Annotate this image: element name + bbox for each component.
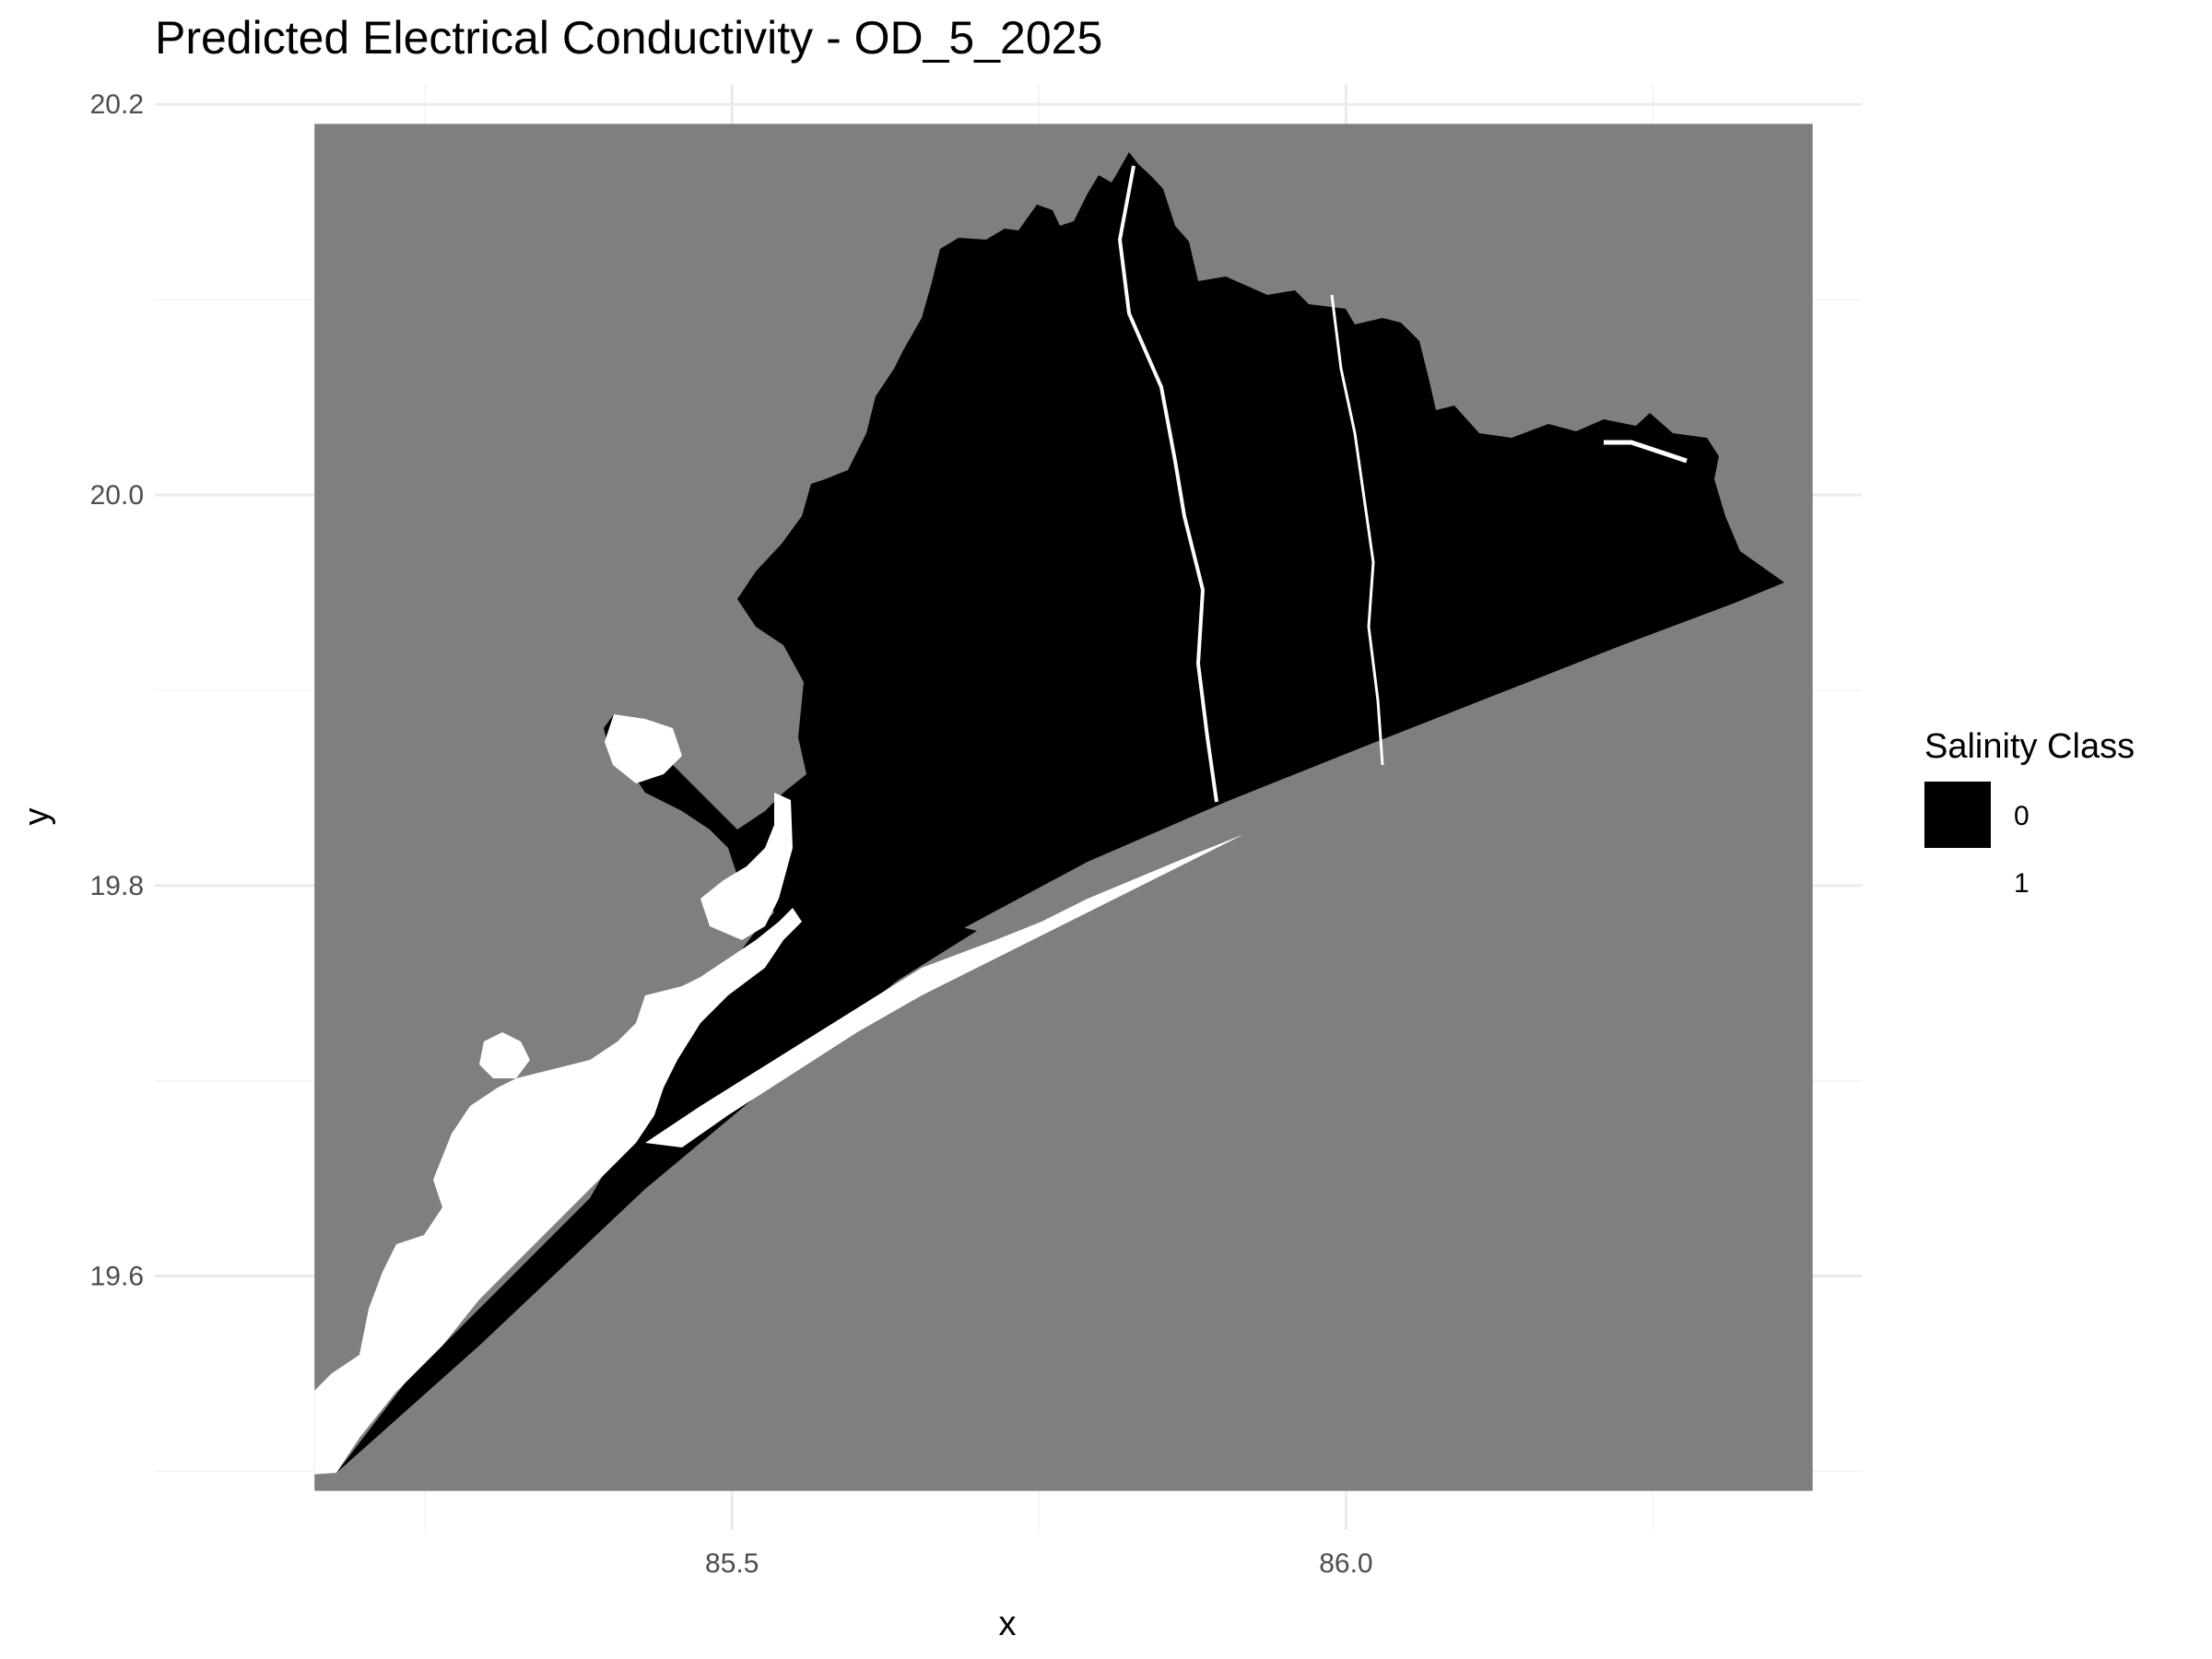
legend-key-1: [1924, 850, 1991, 916]
southwest-island-class-0: [276, 1235, 309, 1290]
y-axis: 19.6 19.8 20.0 20.2: [90, 89, 144, 1291]
chart-title: Predicted Electrical Conductivity - OD_5…: [155, 12, 1102, 64]
river-channel-class-1: [1117, 165, 1218, 803]
y-tick-label: 20.2: [90, 89, 144, 120]
legend: Salinity Class 0 1: [1924, 727, 2135, 916]
salinity-raster: [230, 124, 1813, 1491]
legend-label-0: 0: [2014, 801, 2030, 831]
delta-northwest-lobe-class-0: [604, 484, 811, 903]
estuary-channel-class-1: [1604, 440, 1688, 464]
x-tick-label: 85.5: [705, 1548, 759, 1579]
lagoon-island-class-1: [479, 1032, 530, 1078]
legend-key-0: [1924, 782, 1991, 848]
legend-title: Salinity Class: [1924, 727, 2135, 766]
land-area: [230, 152, 1784, 1475]
lagoon-shore-class-1: [700, 793, 793, 940]
x-tick-label: 86.0: [1319, 1548, 1372, 1579]
y-tick-label: 19.6: [90, 1262, 144, 1292]
x-axis: 85.5 86.0: [705, 1548, 1373, 1579]
far-southwest-island-class-0: [230, 1364, 258, 1456]
legend-label-1: 1: [2014, 868, 2030, 899]
y-tick-label: 19.8: [90, 871, 144, 901]
y-tick-label: 20.0: [90, 480, 144, 511]
coastal-plain-class-0: [336, 152, 1784, 1473]
x-axis-title: x: [999, 1605, 1017, 1643]
southwest-coast-class-1: [314, 908, 802, 1475]
y-axis-title: y: [18, 808, 56, 826]
northwest-headland-class-1: [605, 714, 682, 783]
river-channel-east-class-1: [1330, 294, 1384, 766]
coastal-strip-class-1: [645, 834, 1244, 1147]
